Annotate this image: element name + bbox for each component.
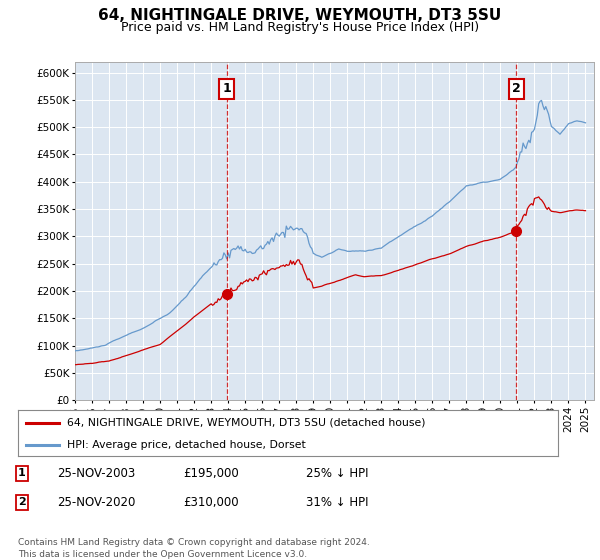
Text: £195,000: £195,000 (183, 466, 239, 480)
Text: Contains HM Land Registry data © Crown copyright and database right 2024.
This d: Contains HM Land Registry data © Crown c… (18, 538, 370, 559)
Text: £310,000: £310,000 (183, 496, 239, 509)
Text: 2: 2 (512, 82, 520, 95)
Text: 1: 1 (18, 468, 26, 478)
Text: HPI: Average price, detached house, Dorset: HPI: Average price, detached house, Dors… (67, 440, 305, 450)
Text: 25-NOV-2020: 25-NOV-2020 (57, 496, 136, 509)
Text: 2: 2 (18, 497, 26, 507)
Text: 64, NIGHTINGALE DRIVE, WEYMOUTH, DT3 5SU: 64, NIGHTINGALE DRIVE, WEYMOUTH, DT3 5SU (98, 8, 502, 24)
Text: 25% ↓ HPI: 25% ↓ HPI (306, 466, 368, 480)
Text: 31% ↓ HPI: 31% ↓ HPI (306, 496, 368, 509)
Text: 25-NOV-2003: 25-NOV-2003 (57, 466, 135, 480)
Text: 64, NIGHTINGALE DRIVE, WEYMOUTH, DT3 5SU (detached house): 64, NIGHTINGALE DRIVE, WEYMOUTH, DT3 5SU… (67, 418, 425, 428)
Text: Price paid vs. HM Land Registry's House Price Index (HPI): Price paid vs. HM Land Registry's House … (121, 21, 479, 34)
Text: 1: 1 (223, 82, 231, 95)
